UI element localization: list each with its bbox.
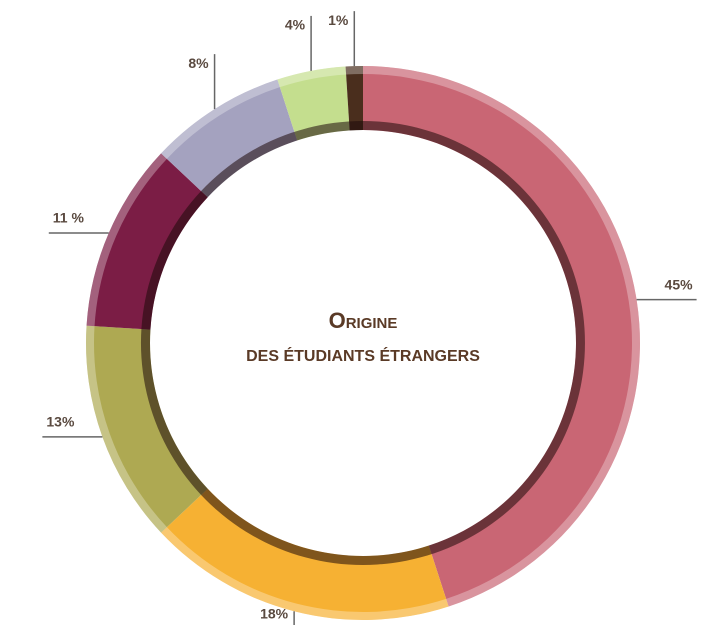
data-label: 1% bbox=[328, 12, 349, 28]
donut-segment bbox=[86, 153, 208, 330]
segment-rim bbox=[161, 79, 280, 159]
segment-rim bbox=[161, 527, 449, 620]
data-label: 18% bbox=[260, 606, 289, 622]
donut: 45% 18% 13% 11 % 8% 4% 1% bbox=[42, 11, 697, 625]
chart-subtitle: des étudiants étrangers bbox=[246, 346, 480, 365]
inner-shadow bbox=[140, 121, 585, 565]
segment-rim bbox=[345, 66, 363, 75]
donut-segment bbox=[161, 79, 298, 198]
data-label: 13% bbox=[46, 414, 75, 430]
data-label: 4% bbox=[285, 17, 306, 33]
data-label: 45% bbox=[665, 276, 694, 292]
donut-segment bbox=[85, 325, 208, 533]
donut-segment bbox=[363, 66, 640, 607]
chart-title: Origine bbox=[329, 308, 398, 333]
segment-rim bbox=[86, 153, 167, 327]
segment-rim bbox=[85, 325, 167, 533]
donut-segment bbox=[345, 66, 363, 131]
donut-segment bbox=[277, 66, 350, 141]
segment-rim bbox=[277, 66, 347, 88]
data-label: 8% bbox=[188, 55, 209, 71]
data-label: 11 % bbox=[53, 210, 85, 226]
